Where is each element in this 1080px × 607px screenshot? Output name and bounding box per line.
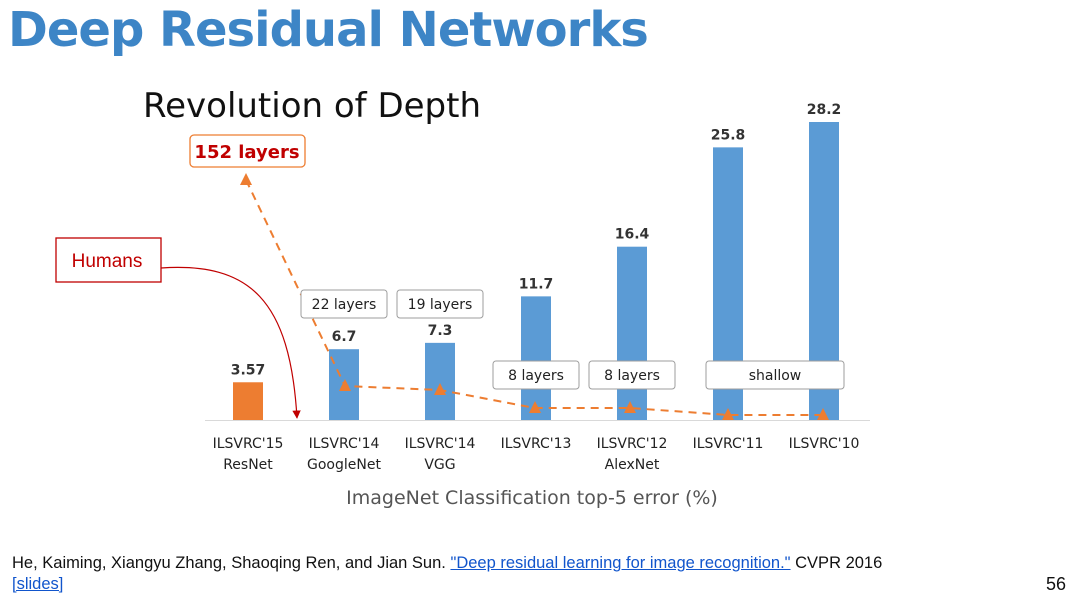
layer-callout-label: 8 layers — [508, 368, 564, 384]
x-tick-label: ILSVRC'12 — [597, 436, 668, 452]
flag-arrowhead — [240, 173, 252, 185]
layer-callout-label: shallow — [749, 368, 802, 384]
layer-callout-box — [300, 289, 388, 319]
depth-marker — [434, 383, 446, 395]
layer-callout-box — [396, 289, 484, 319]
layer-callout-label: 8 layers — [604, 368, 660, 384]
bar — [521, 296, 551, 420]
bar — [617, 246, 647, 420]
value-label: 6.7 — [332, 329, 357, 345]
value-label: 7.3 — [428, 323, 453, 339]
layer-callout-label: 22 layers — [312, 297, 377, 313]
bar — [233, 382, 263, 420]
layer-callout-box — [588, 360, 676, 390]
slides-link[interactable]: [slides] — [12, 575, 64, 593]
depth-marker — [817, 408, 829, 420]
depth-marker — [339, 379, 351, 391]
value-label: 3.57 — [231, 362, 266, 378]
layer-callout-box — [705, 360, 845, 390]
value-label: 16.4 — [615, 227, 650, 243]
x-tick-label: ResNet — [223, 457, 273, 473]
depth-flag-box — [189, 134, 306, 168]
humans-arrow — [160, 266, 301, 419]
chart-title: Revolution of Depth — [143, 86, 481, 126]
x-axis-label: ImageNet Classification top-5 error (%) — [346, 487, 718, 509]
depth-flag-label: 152 layers — [194, 142, 299, 163]
x-tick-label: AlexNet — [605, 457, 660, 473]
depth-marker — [722, 408, 734, 420]
value-label: 25.8 — [711, 127, 746, 143]
humans-label: Humans — [72, 251, 143, 272]
value-label: 28.2 — [807, 102, 842, 118]
layer-callout-label: 19 layers — [408, 297, 473, 313]
citation-venue: CVPR 2016 — [795, 554, 883, 572]
bar — [425, 342, 455, 420]
value-label: 11.7 — [519, 276, 554, 292]
x-tick-label: ILSVRC'11 — [693, 436, 764, 452]
slide-title: Deep Residual Networks — [8, 2, 649, 58]
x-tick-label: VGG — [424, 457, 455, 473]
x-tick-label: ILSVRC'14 — [309, 436, 380, 452]
x-tick-label: ILSVRC'13 — [501, 436, 572, 452]
x-tick-label: ILSVRC'10 — [789, 436, 860, 452]
layer-callout-box — [492, 360, 580, 390]
citation-authors: He, Kaiming, Xiangyu Zhang, Shaoqing Ren… — [12, 554, 446, 572]
x-tick-label: ILSVRC'14 — [405, 436, 476, 452]
depth-marker — [529, 401, 541, 413]
x-tick-label: GoogleNet — [307, 457, 381, 473]
citation: He, Kaiming, Xiangyu Zhang, Shaoqing Ren… — [12, 553, 992, 595]
paper-link[interactable]: "Deep residual learning for image recogn… — [450, 554, 791, 572]
page-number: 56 — [1045, 574, 1066, 594]
x-tick-label: ILSVRC'15 — [213, 436, 284, 452]
depth-marker — [624, 401, 636, 413]
humans-box — [55, 237, 162, 283]
